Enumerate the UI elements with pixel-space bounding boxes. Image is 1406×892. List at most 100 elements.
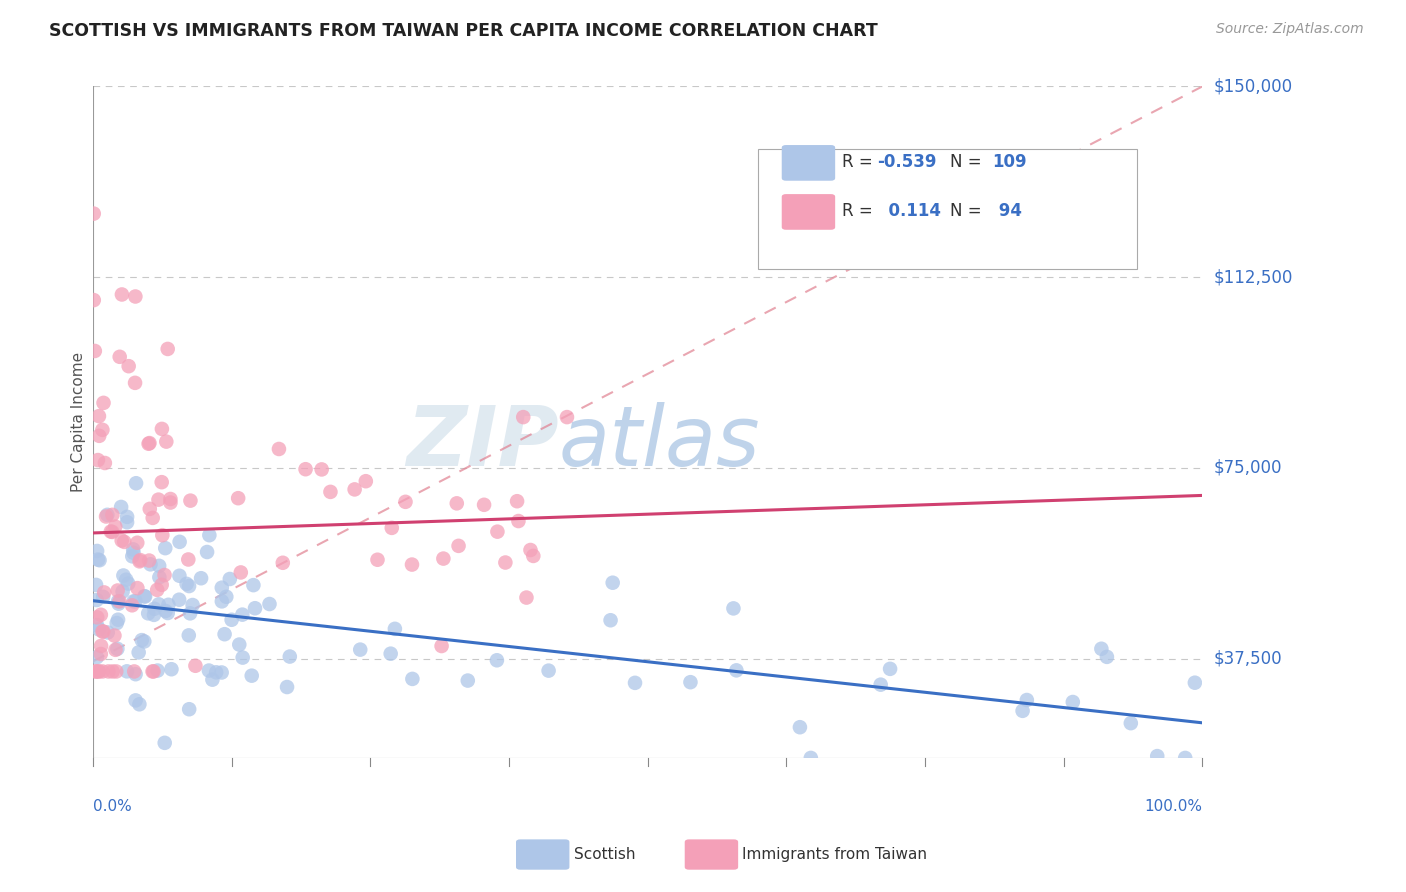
Point (800, 751, 823, 765)
Point (150, 475, 173, 490)
Point (108, 594, 131, 608)
Text: SCOTTISH VS IMMIGRANTS FROM TAIWAN PER CAPITA INCOME CORRELATION CHART: SCOTTISH VS IMMIGRANTS FROM TAIWAN PER C… (49, 22, 877, 40)
Point (155, 541, 177, 556)
Point (155, 434, 177, 449)
Point (366, 553, 388, 567)
Point (124, 594, 146, 608)
Point (184, 658, 207, 673)
Point (101, 524, 124, 539)
Point (115, 509, 138, 524)
Point (214, 627, 236, 641)
Point (134, 589, 156, 603)
Text: 94: 94 (993, 202, 1022, 220)
Point (124, 289, 146, 303)
Point (160, 662, 183, 676)
Point (115, 516, 138, 530)
Point (87, 623, 110, 637)
Point (179, 702, 201, 716)
Point (115, 573, 138, 587)
Point (153, 736, 176, 750)
Point (143, 607, 166, 622)
Point (156, 342, 179, 356)
Point (602, 575, 624, 590)
Point (105, 616, 128, 631)
Point (107, 613, 129, 627)
Point (190, 571, 212, 585)
Point (211, 581, 233, 595)
Point (157, 598, 180, 612)
Point (86, 593, 108, 607)
Point (87, 409, 110, 424)
Point (87, 665, 110, 679)
Point (195, 545, 218, 559)
Point (267, 442, 290, 456)
Point (100, 524, 122, 539)
Point (1062, 695, 1084, 709)
Point (240, 668, 263, 682)
Point (138, 436, 160, 450)
Point (179, 607, 201, 621)
Text: N =: N = (950, 202, 987, 220)
Point (169, 568, 191, 582)
Point (205, 665, 228, 680)
Text: 100.0%: 100.0% (1144, 798, 1202, 814)
Point (519, 543, 541, 558)
Point (104, 642, 127, 657)
Point (94, 509, 117, 524)
Point (103, 629, 125, 643)
Point (122, 594, 145, 608)
Point (879, 662, 901, 676)
Point (167, 592, 190, 607)
Point (311, 462, 333, 476)
Point (101, 665, 124, 679)
Point (131, 633, 153, 648)
Point (155, 604, 177, 618)
Point (294, 462, 316, 476)
Point (1119, 716, 1142, 731)
Point (146, 582, 169, 597)
Point (136, 607, 159, 621)
Point (91, 665, 114, 679)
Point (789, 720, 811, 734)
Point (89, 553, 111, 567)
Point (122, 546, 145, 560)
Point (869, 678, 891, 692)
Point (87, 665, 110, 679)
Point (1090, 641, 1112, 656)
Point (181, 598, 204, 612)
Point (142, 665, 165, 679)
Point (537, 664, 560, 678)
Point (124, 376, 146, 390)
Point (494, 556, 516, 570)
Point (486, 524, 509, 539)
Point (124, 693, 146, 707)
Point (278, 649, 301, 664)
Point (111, 584, 134, 599)
Point (198, 528, 221, 542)
Text: -0.539: -0.539 (877, 153, 936, 171)
Point (86, 650, 108, 665)
Text: 109: 109 (993, 153, 1028, 171)
Point (156, 606, 179, 620)
Point (555, 410, 578, 425)
Point (401, 558, 423, 572)
Point (86, 618, 108, 632)
Point (91, 624, 114, 639)
Point (381, 521, 404, 535)
Point (142, 665, 165, 679)
Point (84, 665, 107, 679)
Point (271, 556, 294, 570)
Point (198, 664, 221, 678)
Point (139, 501, 162, 516)
Point (90, 647, 112, 661)
Point (122, 665, 145, 679)
Point (1015, 693, 1038, 707)
Point (457, 673, 479, 688)
Point (522, 549, 544, 563)
Point (401, 672, 423, 686)
Text: atlas: atlas (560, 401, 761, 483)
Point (177, 552, 200, 566)
Point (107, 583, 129, 598)
Point (394, 495, 416, 509)
Point (146, 664, 169, 678)
